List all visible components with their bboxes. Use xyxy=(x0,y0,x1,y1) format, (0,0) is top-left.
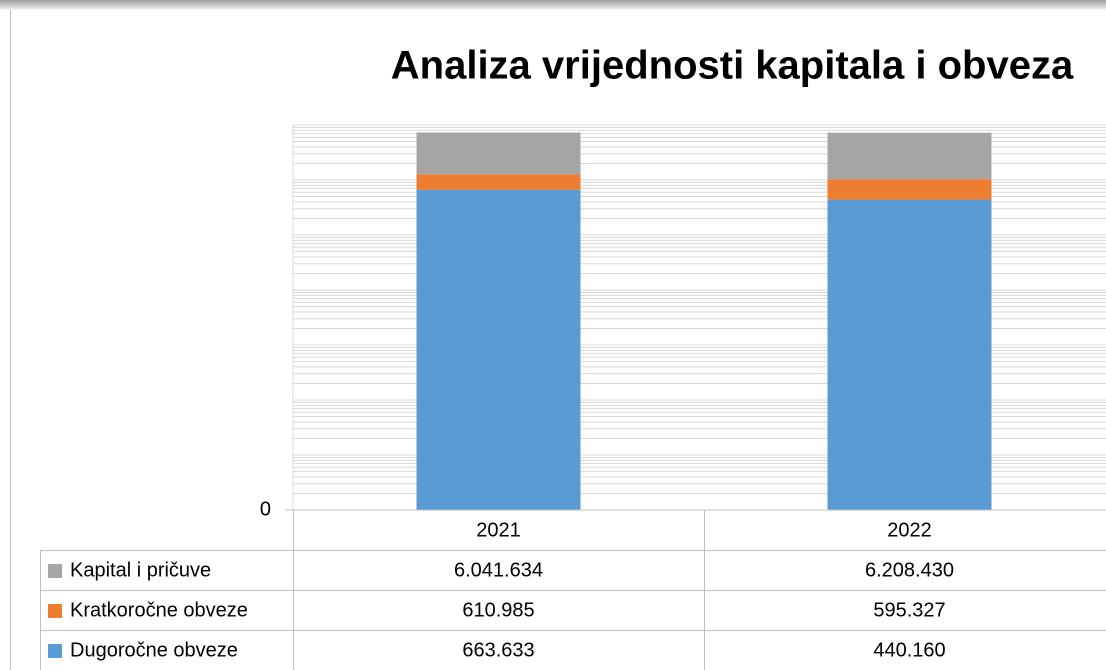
legend-label: Kratkoročne obveze xyxy=(70,599,248,621)
legend-label: Dugoročne obveze xyxy=(70,639,238,661)
bar-segment xyxy=(416,189,581,511)
bar-segment xyxy=(416,132,581,175)
table-value: 440.160 xyxy=(873,639,945,661)
bar-segment xyxy=(416,174,581,190)
x-tick-label: 2021 xyxy=(476,519,521,541)
bar-segment xyxy=(827,199,992,510)
legend-key xyxy=(48,604,62,618)
legend-label: Kapital i pričuve xyxy=(70,559,211,581)
table-value: 6.208.430 xyxy=(865,559,954,581)
table-value: 663.633 xyxy=(462,639,534,661)
table-value: 595.327 xyxy=(873,599,945,621)
bar-segment xyxy=(827,179,992,200)
bar-segment xyxy=(827,132,992,180)
chart-title: Analiza vrijednosti kapitala i obveza xyxy=(391,44,1074,88)
window-edge xyxy=(0,0,1106,10)
legend-key xyxy=(48,644,62,658)
y-tick-label: 0 xyxy=(260,498,271,520)
table-value: 6.041.634 xyxy=(454,559,543,581)
x-tick-label: 2022 xyxy=(887,519,932,541)
table-value: 610.985 xyxy=(462,599,534,621)
legend-key xyxy=(48,564,62,578)
